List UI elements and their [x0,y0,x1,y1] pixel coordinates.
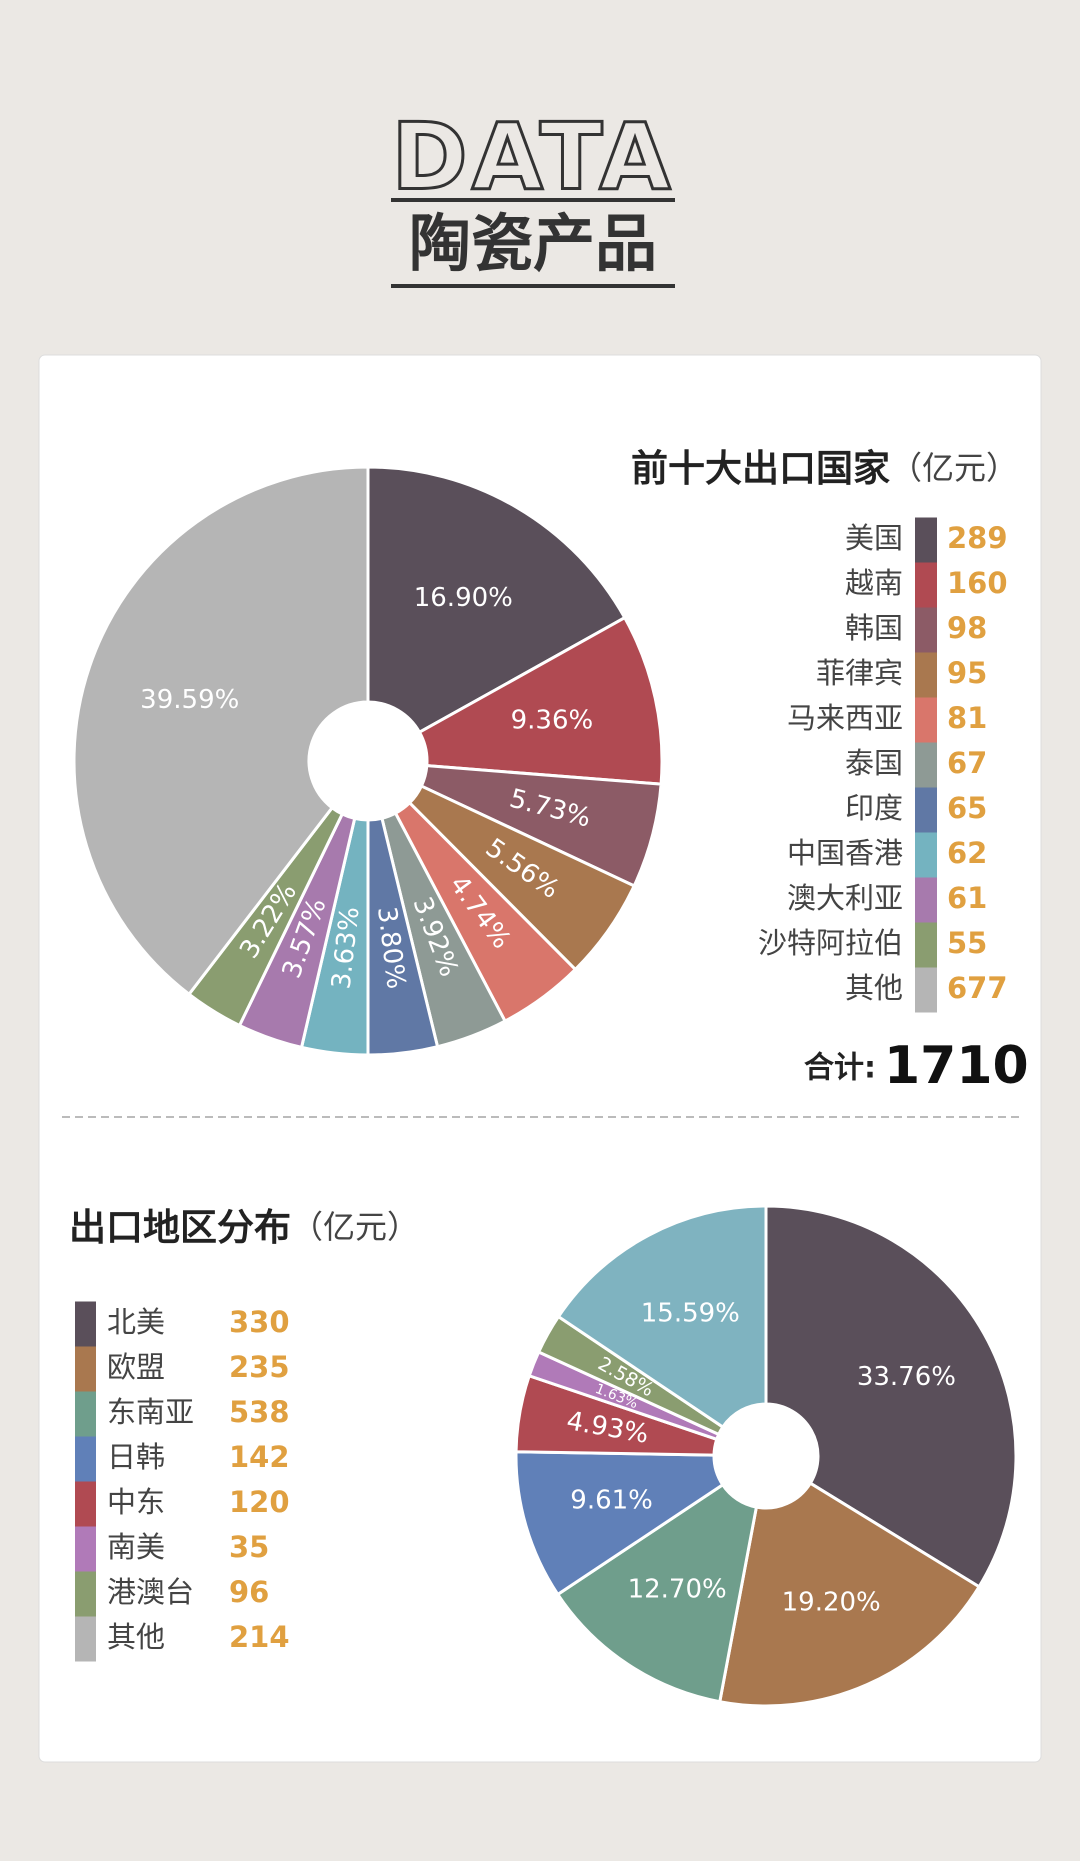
pie-slice [555,1482,759,1704]
legend-value: 120 [229,1485,290,1519]
legend-value: 62 [947,836,987,870]
legend-swatch [75,1481,96,1527]
legend-swatch [915,787,937,833]
slice-label: 19.20% [782,1588,881,1618]
legend-value: 289 [947,521,1008,555]
legend-label: 中东 [107,1485,165,1519]
total-label: 合计: [804,1051,876,1086]
legend-value: 35 [229,1530,269,1564]
chart-title: 前十大出口国家（亿元） [631,447,1018,490]
legend-label: 中国香港 [787,836,903,870]
pie-slice [72,465,370,997]
legend-swatch [75,1391,96,1437]
legend-value: 95 [947,656,987,690]
legend-label: 北美 [107,1305,165,1339]
legend-swatch [915,562,937,608]
pie-slice [417,615,664,786]
legend-swatch [915,877,937,923]
legend-value: 677 [947,971,1008,1005]
legend-value: 67 [947,746,987,780]
legend-label: 欧盟 [107,1350,165,1384]
legend-swatch [915,697,937,743]
legend-label: 泰国 [845,746,903,780]
title-text: 出口地区分布 [69,1206,291,1249]
pie-slice [764,1204,1018,1589]
legend-label: 港澳台 [107,1575,194,1609]
legend-swatch [75,1616,96,1662]
legend-swatch [915,832,937,878]
legend-swatch [75,1571,96,1617]
slice-label: 15.59% [641,1299,740,1329]
legend-value: 330 [229,1305,290,1339]
legend-label: 美国 [845,521,903,555]
pie-slice [514,1450,725,1597]
legend-value: 55 [947,926,987,960]
legend-label: 韩国 [845,611,903,645]
legend-value: 65 [947,791,987,825]
legend-swatch [915,607,937,653]
slice-label: 9.61% [570,1486,653,1516]
title-text: 前十大出口国家 [631,447,890,490]
pie-slice [718,1481,982,1708]
legend-swatch [75,1526,96,1572]
legend-label: 沙特阿拉伯 [758,926,903,960]
slice-label: 33.76% [857,1362,956,1392]
title-unit: （亿元） [291,1208,419,1246]
slice-label: 39.59% [140,685,239,715]
legend-label: 其他 [107,1620,165,1654]
legend-label: 其他 [845,971,903,1005]
legend-value: 214 [229,1620,290,1654]
legend-value: 538 [229,1395,290,1429]
legend-label: 印度 [845,791,903,825]
legend-value: 81 [947,701,987,735]
header-title: DATA [391,103,674,210]
slice-label: 9.36% [511,705,594,735]
legend-swatch [75,1346,96,1392]
legend-label: 菲律宾 [816,656,903,690]
total-value: 1710 [884,1036,1029,1096]
legend-swatch [915,922,937,968]
legend-swatch [915,517,937,563]
legend-label: 澳大利亚 [787,881,903,915]
legend-value: 96 [229,1575,269,1609]
legend-swatch [75,1436,96,1482]
legend-label: 越南 [845,566,903,600]
legend-label: 东南亚 [107,1395,194,1429]
legend-label: 日韩 [107,1440,165,1474]
legend-value: 235 [229,1350,290,1384]
legend-value: 98 [947,611,987,645]
legend-value: 160 [947,566,1008,600]
legend-value: 61 [947,881,987,915]
pie-slice [366,465,627,735]
title-unit: （亿元） [890,449,1018,487]
legend-swatch [915,652,937,698]
header-subtitle: 陶瓷产品 [409,207,657,280]
pie-slice [556,1204,768,1430]
legend-swatch [915,967,937,1013]
legend-value: 142 [229,1440,290,1474]
slice-label: 16.90% [414,583,513,613]
legend-label: 马来西亚 [787,701,903,735]
legend-label: 南美 [107,1530,165,1564]
chart-title: 出口地区分布（亿元） [69,1206,419,1249]
slice-label: 12.70% [628,1575,727,1605]
legend-swatch [75,1301,96,1347]
legend-swatch [915,742,937,788]
